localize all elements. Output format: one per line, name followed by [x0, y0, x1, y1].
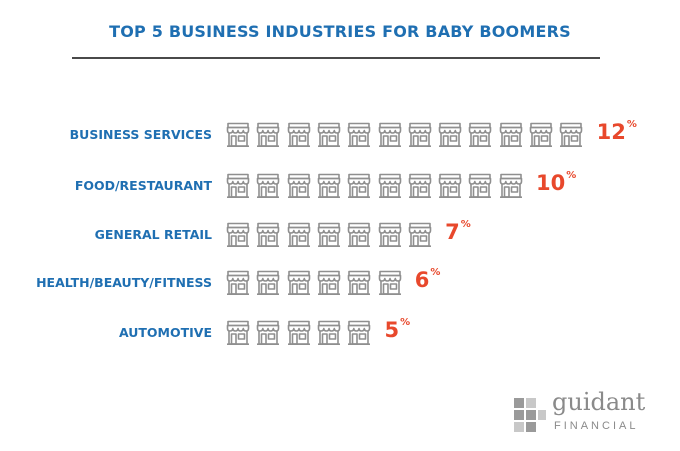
- category-label: BUSINESS SERVICES: [69, 127, 212, 142]
- guidant-logo-mark-icon: [514, 398, 546, 432]
- value-number: 10: [536, 171, 566, 195]
- category-label: FOOD/RESTAURANT: [74, 178, 212, 193]
- value-number: 5: [384, 318, 400, 342]
- storefront-icon: [287, 122, 310, 148]
- storefront-icon: [226, 222, 250, 248]
- storefront-icon: [378, 270, 401, 296]
- storefront-icon: [287, 173, 310, 199]
- pictogram-bar: [226, 222, 438, 248]
- value-number: 7: [445, 220, 460, 244]
- storefront-icon: [226, 122, 250, 148]
- value-number: 12: [596, 120, 626, 144]
- value-number: 6: [414, 268, 430, 292]
- value-label: 7%: [445, 219, 471, 244]
- storefront-icon: [469, 122, 492, 148]
- title-divider: [72, 57, 600, 59]
- pictogram-bar: [226, 173, 529, 199]
- storefront-icon: [317, 173, 341, 199]
- pictogram-bar: [226, 270, 408, 296]
- storefront-icon: [438, 122, 462, 148]
- storefront-icon: [347, 222, 371, 248]
- storefront-icon: [256, 270, 280, 296]
- storefront-icon: [347, 122, 371, 148]
- storefront-icon: [256, 122, 280, 148]
- storefront-icon: [378, 222, 401, 248]
- storefront-icon: [408, 222, 432, 248]
- storefront-icon: [347, 320, 371, 346]
- value-unit: %: [566, 170, 577, 181]
- pictogram-bar: [226, 320, 378, 346]
- value-unit: %: [400, 317, 411, 328]
- storefront-icon: [287, 222, 310, 248]
- category-label: HEALTH/BEAUTY/FITNESS: [36, 275, 212, 290]
- chart-title: TOP 5 BUSINESS INDUSTRIES FOR BABY BOOME…: [109, 22, 571, 41]
- storefront-icon: [317, 222, 341, 248]
- logo-subtitle: FINANCIAL: [554, 420, 639, 432]
- storefront-icon: [317, 270, 341, 296]
- storefront-icon: [317, 320, 341, 346]
- storefront-icon: [317, 122, 341, 148]
- storefront-icon: [347, 270, 371, 296]
- storefront-icon: [378, 122, 401, 148]
- pictogram-bar: [226, 122, 590, 148]
- value-label: 5%: [384, 317, 411, 342]
- value-unit: %: [626, 119, 637, 130]
- storefront-icon: [347, 173, 371, 199]
- guidant-financial-logo: guidant FINANCIAL: [512, 388, 662, 438]
- storefront-icon: [256, 173, 280, 199]
- storefront-icon: [529, 122, 553, 148]
- storefront-icon: [256, 320, 280, 346]
- storefront-icon: [408, 173, 432, 199]
- storefront-icon: [469, 173, 492, 199]
- category-label: AUTOMOTIVE: [118, 325, 212, 340]
- storefront-icon: [438, 173, 462, 199]
- storefront-icon: [287, 320, 310, 346]
- storefront-icon: [256, 222, 280, 248]
- storefront-icon: [559, 122, 583, 148]
- value-label: 12%: [596, 119, 637, 144]
- value-unit: %: [430, 267, 441, 278]
- storefront-icon: [226, 173, 250, 199]
- category-label: GENERAL RETAIL: [94, 227, 212, 242]
- storefront-icon: [287, 270, 310, 296]
- storefront-icon: [499, 173, 522, 199]
- storefront-icon: [408, 122, 432, 148]
- storefront-icon: [378, 173, 401, 199]
- value-unit: %: [460, 219, 471, 230]
- storefront-icon: [226, 320, 250, 346]
- value-label: 6%: [414, 267, 441, 292]
- storefront-icon: [226, 270, 250, 296]
- storefront-icon: [499, 122, 522, 148]
- value-label: 10%: [536, 170, 577, 195]
- logo-name: guidant: [552, 388, 646, 416]
